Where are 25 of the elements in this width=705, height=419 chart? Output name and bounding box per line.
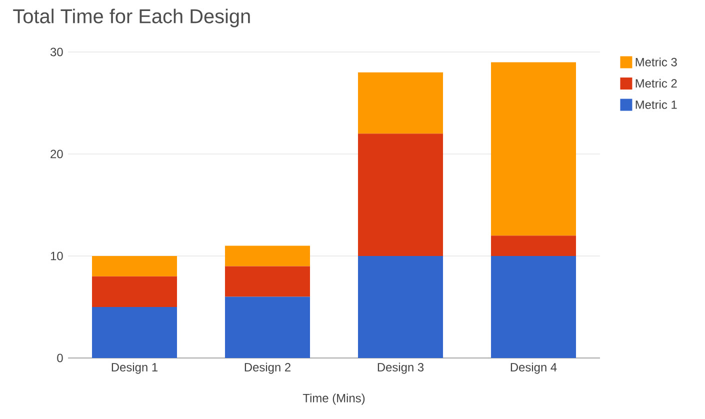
x-tick-label: Design 4 (510, 362, 557, 374)
bar (225, 246, 310, 266)
chart-title: Total Time for Each Design (13, 8, 250, 28)
bar (491, 62, 576, 236)
bar (358, 134, 444, 256)
x-tick-label: Design 3 (378, 362, 424, 374)
bar (225, 296, 310, 358)
y-tick-label: 30 (50, 48, 63, 56)
y-tick-label: 20 (50, 150, 63, 158)
y-tick-label: 10 (50, 252, 63, 260)
bar (92, 307, 177, 358)
x-axis-title: Time (Mins) (302, 394, 365, 405)
bar (358, 72, 444, 134)
bar (491, 256, 576, 358)
x-tick-label: Design 1 (112, 362, 158, 374)
y-tick-label: 0 (57, 354, 63, 362)
legend-label: Metric 2 (636, 78, 677, 88)
bar (358, 256, 444, 358)
x-tick-label: Design 2 (244, 362, 290, 374)
legend-label: Metric 3 (636, 58, 677, 66)
bar (225, 266, 310, 297)
bar (92, 276, 177, 307)
legend-label: Metric 1 (636, 100, 677, 109)
bar (491, 236, 576, 256)
bar (92, 256, 177, 276)
